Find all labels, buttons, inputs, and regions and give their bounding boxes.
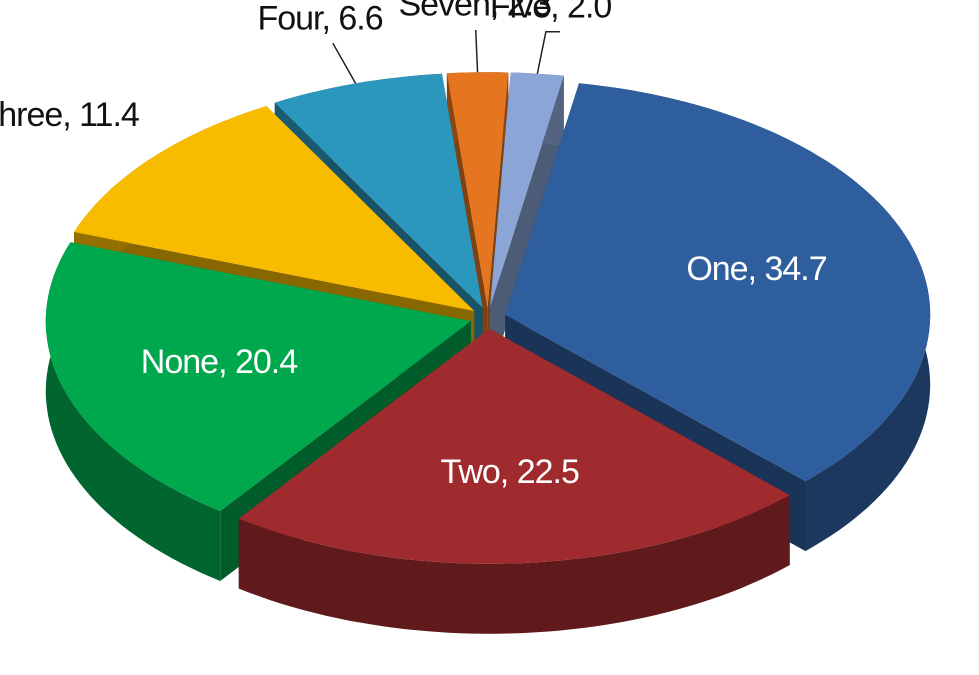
label-value: 2.3	[507, 0, 551, 23]
leader-line	[536, 30, 560, 74]
data-label: Two, 22.5	[440, 453, 579, 491]
label-category: Five	[490, 0, 550, 25]
label-value: 6.6	[338, 0, 382, 38]
slice-top	[446, 72, 509, 308]
data-label: None, 20.4	[141, 343, 297, 381]
label-value: 22.5	[517, 453, 579, 491]
data-label: Four, 6.6	[257, 0, 382, 38]
data-label: Three, 11.4	[0, 96, 139, 134]
slice	[490, 72, 564, 378]
data-label: Seven, 2.3	[398, 0, 551, 23]
leader-line	[332, 42, 357, 84]
slice-wall	[45, 242, 221, 581]
slice-top	[274, 73, 483, 308]
label-value: 20.4	[235, 343, 297, 381]
slice-top	[238, 328, 790, 564]
slice	[238, 328, 790, 634]
label-category: Seven	[398, 0, 489, 23]
label-value: 34.7	[764, 250, 826, 288]
slice-top	[74, 106, 475, 312]
slice-wall	[238, 495, 790, 634]
data-label: Five, 2.0	[490, 0, 611, 25]
label-category: Four	[257, 0, 324, 38]
slice-top	[490, 72, 564, 308]
slice-top	[45, 242, 471, 511]
label-value: 11.4	[79, 96, 139, 134]
slice-side	[490, 75, 564, 378]
label-value: 2.0	[567, 0, 611, 25]
data-label: One, 34.7	[686, 250, 826, 288]
label-category: Three	[0, 96, 62, 134]
label-category: One	[686, 250, 747, 288]
slice-top	[505, 83, 931, 482]
label-category: None	[141, 343, 218, 381]
leader-line	[474, 29, 479, 73]
label-category: Two	[440, 453, 499, 491]
